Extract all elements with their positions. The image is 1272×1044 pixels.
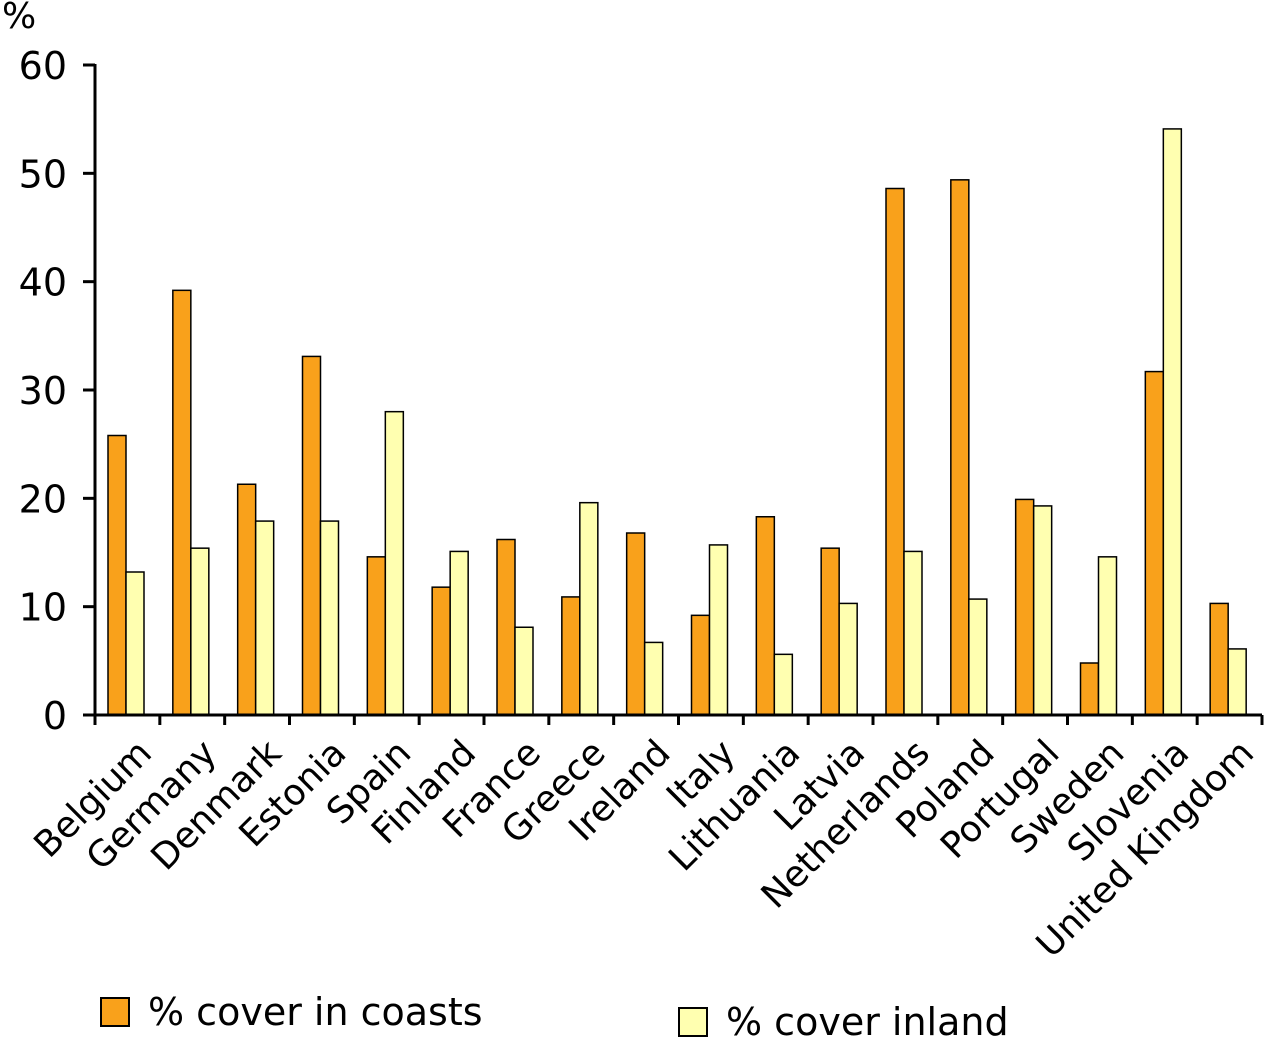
bar-inland [254,520,275,716]
legend-swatch-coasts [100,997,130,1027]
y-tick-label: 20 [19,477,67,521]
bar-inland [838,602,858,716]
axes [83,64,1264,725]
bar-coasts [1014,498,1035,716]
bar-inland [1162,128,1183,716]
bar-coasts [172,289,192,716]
bar-inland [319,520,340,716]
y-tick-label: 50 [19,152,67,196]
bar-inland [1097,556,1118,716]
bar-inland [384,410,405,716]
bar-coasts [1144,370,1165,716]
bar-coasts [690,614,711,716]
y-tick-label: 30 [19,369,67,413]
bar-coasts [561,596,581,716]
bar-coasts [431,586,451,716]
bar-coasts [625,532,646,716]
bar-coasts [366,556,387,716]
bar-coasts [755,516,776,716]
bar-coasts [301,355,322,716]
legend-item-coasts: % cover in coasts [100,990,483,1034]
bar-coasts [1079,662,1100,716]
bar-coasts [496,538,516,716]
bar-inland [1227,648,1247,716]
bar-inland [643,641,664,716]
bar-inland [579,501,599,716]
legend-item-inland: % cover inland [678,1000,1009,1044]
bar-inland [514,626,534,716]
bar-coasts [107,434,127,716]
bar-inland [708,544,729,716]
y-tick-label: 60 [19,44,67,88]
legend-label-inland: % cover inland [726,1000,1009,1044]
y-axis-ticks: 0 10 20 30 40 50 60 [19,44,95,738]
bar-coasts [1209,602,1229,716]
y-tick-label: 0 [43,694,67,738]
legend-swatch-inland [678,1007,708,1037]
y-tick-label: 40 [19,261,67,305]
bar-coasts [885,187,905,716]
bar-inland [190,547,210,716]
legend-label-coasts: % cover in coasts [148,990,483,1034]
bar-inland [968,598,988,716]
y-tick-label: 10 [19,586,67,630]
x-axis-tick-labels: BelgiumGermanyDenmarkEstoniaSpainFinland… [27,732,1263,965]
bars [107,128,1247,716]
y-axis-label: % [2,0,36,37]
bar-inland [449,550,469,716]
bar-coasts [236,483,257,716]
bar-inland [1032,505,1053,716]
bar-coasts [950,179,970,716]
bar-inland [125,571,145,716]
bar-inland [773,653,794,716]
bar-inland [903,550,923,716]
bar-coasts [820,547,840,716]
